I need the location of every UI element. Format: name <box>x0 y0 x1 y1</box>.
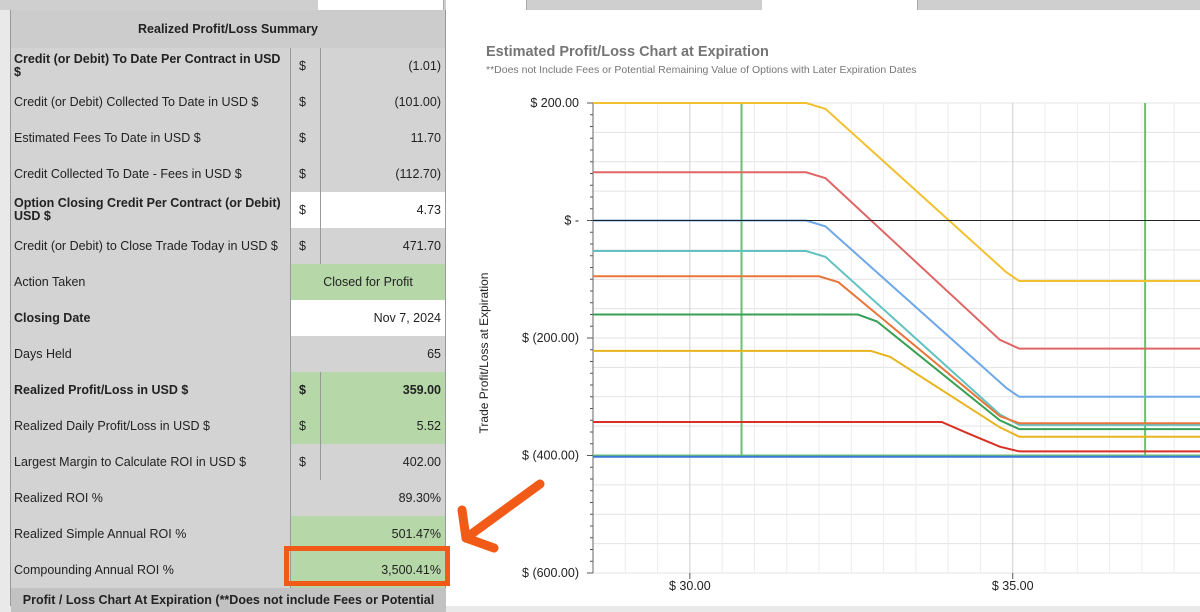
row-label: Days Held <box>11 336 291 372</box>
row-label: Closing Date <box>11 300 291 336</box>
row-value[interactable]: 5.52 <box>321 408 446 444</box>
days-held-value[interactable]: 65 <box>291 336 446 372</box>
table-row[interactable]: Credit (or Debit) To Date Per Contract i… <box>11 48 446 85</box>
column-header-cell <box>318 0 444 10</box>
row-label: Realized ROI % <box>11 480 291 516</box>
currency-symbol: $ <box>291 372 321 408</box>
table-row[interactable]: Realized Profit/Loss in USD $ $ 359.00 <box>11 372 446 409</box>
summary-table: Realized Profit/Loss Summary Credit (or … <box>10 10 446 612</box>
action-taken-value[interactable]: Closed for Profit <box>291 264 446 300</box>
spreadsheet-column-strip <box>0 0 1200 10</box>
y-tick-label: $ (200.00) <box>522 331 579 345</box>
x-tick-label: $ 35.00 <box>992 579 1034 593</box>
row-value[interactable]: (1.01) <box>321 48 446 84</box>
y-tick-label: $ (400.00) <box>522 449 579 463</box>
currency-symbol: $ <box>291 192 321 228</box>
row-label: Compounding Annual ROI % <box>11 552 291 588</box>
y-tick-label: $ 200.00 <box>530 96 579 110</box>
currency-symbol: $ <box>291 228 321 264</box>
column-header-cell <box>762 0 918 10</box>
series-line <box>593 171 1200 350</box>
table-row[interactable]: Action Taken Closed for Profit <box>11 264 446 301</box>
row-label: Realized Daily Profit/Loss in USD $ <box>11 408 291 444</box>
currency-symbol: $ <box>291 444 321 480</box>
row-label: Credit (or Debit) to Close Trade Today i… <box>11 228 291 264</box>
y-tick-label: $ - <box>564 214 579 228</box>
series-line <box>593 250 1200 426</box>
currency-symbol: $ <box>291 84 321 120</box>
highlight-box <box>284 546 450 586</box>
series-line <box>593 102 1200 282</box>
table-row[interactable]: Credit (or Debit) to Close Trade Today i… <box>11 228 446 265</box>
table-row[interactable]: Realized Daily Profit/Loss in USD $ $ 5.… <box>11 408 446 445</box>
row-value[interactable]: 11.70 <box>321 120 446 156</box>
row-value[interactable]: (101.00) <box>321 84 446 120</box>
row-label: Realized Simple Annual ROI % <box>11 516 291 552</box>
row-value[interactable]: 4.73 <box>321 192 446 228</box>
row-label: Credit (or Debit) To Date Per Contract i… <box>11 48 291 84</box>
row-label: Largest Margin to Calculate ROI in USD $ <box>11 444 291 480</box>
chart-subtitle: **Does not Include Fees or Potential Rem… <box>486 64 917 76</box>
chart-title: Estimated Profit/Loss Chart at Expiratio… <box>486 44 769 60</box>
table-row[interactable]: Credit (or Debit) Collected To Date in U… <box>11 84 446 121</box>
series-line <box>593 275 1200 425</box>
table-row[interactable]: Realized ROI % 89.30% <box>11 480 446 517</box>
realized-roi-value[interactable]: 89.30% <box>291 480 446 516</box>
series-line <box>593 313 1200 431</box>
table-row[interactable]: Estimated Fees To Date in USD $ $ 11.70 <box>11 120 446 157</box>
currency-symbol: $ <box>291 156 321 192</box>
profit-loss-chart: Estimated Profit/Loss Chart at Expiratio… <box>446 10 1200 606</box>
currency-symbol: $ <box>291 48 321 84</box>
column-header-cell <box>446 0 527 10</box>
row-label: Credit (or Debit) Collected To Date in U… <box>11 84 291 120</box>
row-label: Action Taken <box>11 264 291 300</box>
currency-symbol: $ <box>291 120 321 156</box>
row-label: Option Closing Credit Per Contract (or D… <box>11 192 291 228</box>
chart-plot: $ 200.00 $ - $ (200.00) $ (400.00) $ (600.00… <box>522 96 1200 593</box>
row-value[interactable]: 359.00 <box>321 372 446 408</box>
series-line <box>593 421 1200 453</box>
table-row[interactable]: Option Closing Credit Per Contract (or D… <box>11 192 446 229</box>
closing-date-value[interactable]: Nov 7, 2024 <box>291 300 446 336</box>
x-tick-label: $ 30.00 <box>669 579 711 593</box>
row-value[interactable]: 402.00 <box>321 444 446 480</box>
row-label: Credit Collected To Date - Fees in USD $ <box>11 156 291 192</box>
currency-symbol: $ <box>291 408 321 444</box>
row-label: Estimated Fees To Date in USD $ <box>11 120 291 156</box>
row-value[interactable]: 471.70 <box>321 228 446 264</box>
table-row[interactable]: Days Held 65 <box>11 336 446 373</box>
series-line <box>593 349 1200 438</box>
y-tick-label: $ (600.00) <box>522 566 579 580</box>
row-value[interactable]: (112.70) <box>321 156 446 192</box>
row-label: Realized Profit/Loss in USD $ <box>11 372 291 408</box>
